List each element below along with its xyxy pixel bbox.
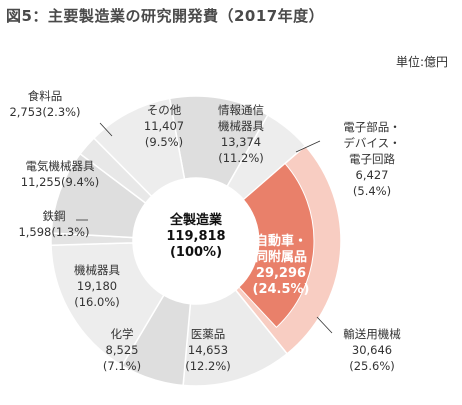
slice-9 <box>92 97 186 198</box>
unit-label: 単位:億円 <box>395 55 448 69</box>
slice-label-2: 輸送用機械 30,646 (25.6%) <box>343 327 401 373</box>
slice-label-0: 情報通信機械器具 13,374 (11.2%) <box>218 103 264 165</box>
highlight-label: 自動車・同附属品 29,296 (24.5%) <box>253 233 310 297</box>
slice-label-8: 食料品 2,753(2.3%) <box>9 89 80 119</box>
slice-label-6: 鉄鋼 1,598(1.3%) <box>18 209 89 239</box>
slice-label-5: 機械器具 19,180 (16.0%) <box>74 263 120 309</box>
leader-line <box>99 122 113 137</box>
slice-label-4: 化学 8,525 (7.1%) <box>103 327 141 373</box>
center-label: 全製造業 119,818 (100%) <box>166 212 225 260</box>
slice-label-1: 電子部品・デバイス・電子回路 6,427 (5.4%) <box>343 120 401 198</box>
slice-label-7: 電気機械器具 11,255(9.4%) <box>21 159 99 189</box>
slice-label-3: 医薬品 14,653 (12.2%) <box>185 327 231 373</box>
chart-title: 図5：主要製造業の研究開発費（2017年度） <box>6 7 325 25</box>
slice-5 <box>50 242 165 367</box>
leader-line <box>295 140 321 153</box>
slice-label-9: その他 11,407 (9.5%) <box>144 103 184 149</box>
donut-hole <box>134 179 258 303</box>
slice-highlight <box>238 162 315 329</box>
leader-line <box>316 316 333 334</box>
